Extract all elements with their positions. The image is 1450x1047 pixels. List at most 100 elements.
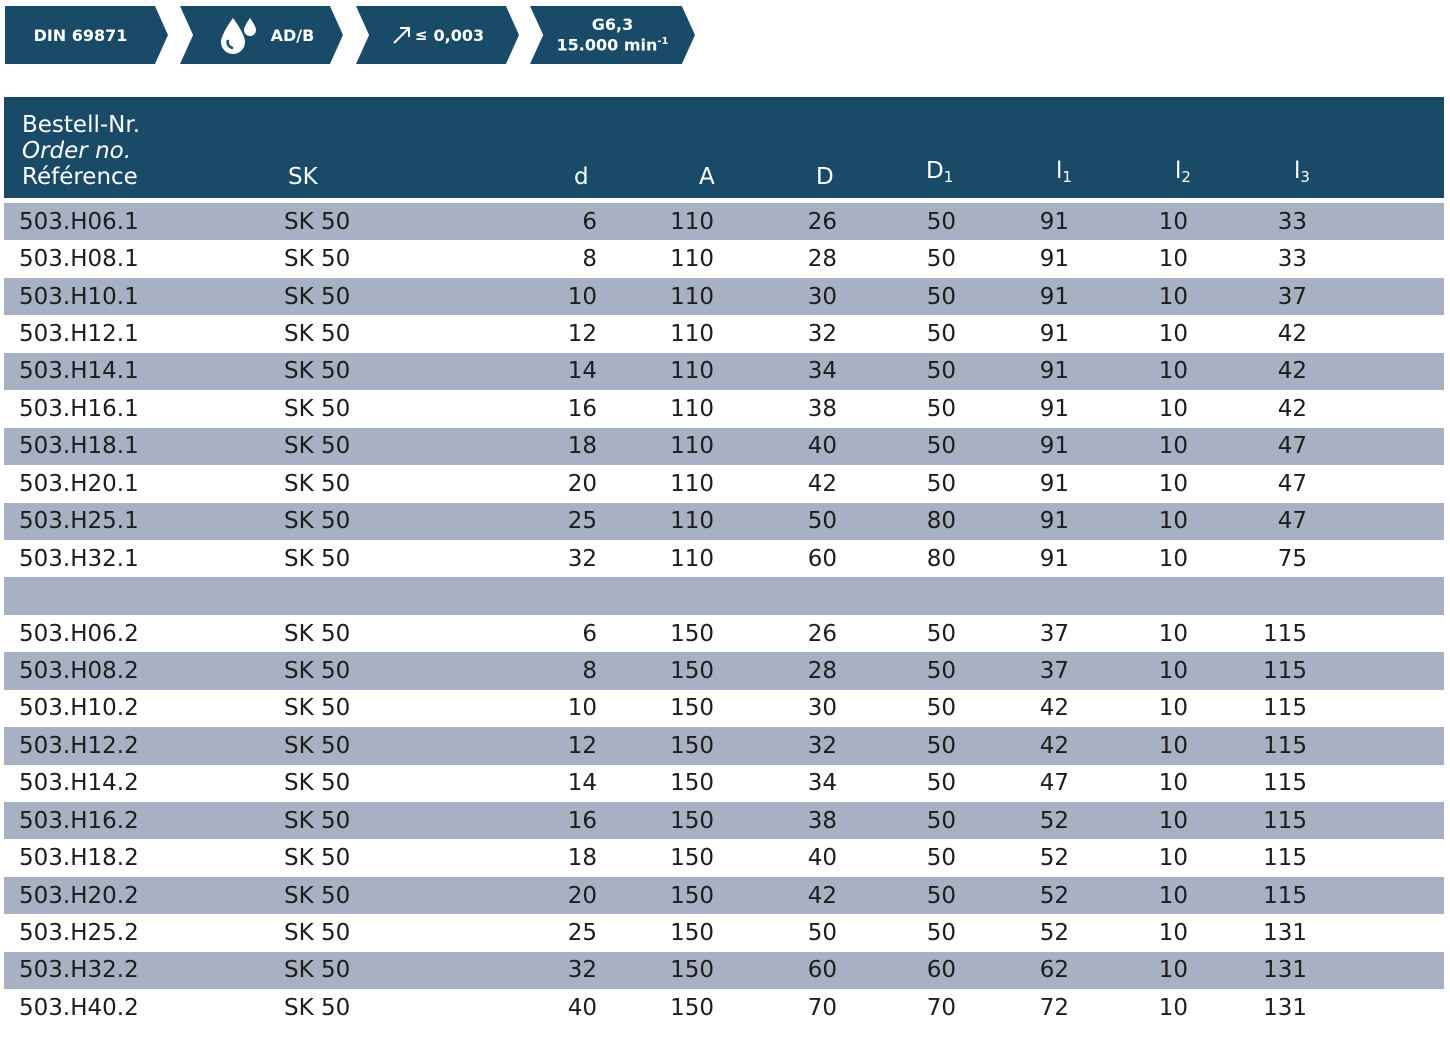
- cell-sk: SK 50: [284, 920, 351, 947]
- cell-l1: 91: [1039, 508, 1069, 535]
- cell-l1: 91: [1039, 395, 1069, 422]
- coolant-drops-icon: [220, 18, 256, 54]
- cell-ref: 503.H12.2: [19, 732, 139, 759]
- cell-d: 40: [567, 994, 597, 1021]
- cell-D1: 50: [926, 920, 956, 947]
- cell-D: 30: [807, 695, 837, 722]
- cell-A: 150: [670, 994, 714, 1021]
- cell-ref: 503.H08.2: [19, 657, 139, 684]
- max-speed-exponent: -1: [657, 36, 669, 48]
- cell-sk: SK 50: [284, 321, 351, 348]
- cell-l1: 52: [1039, 882, 1069, 909]
- cell-D: 28: [807, 657, 837, 684]
- cell-ref: 503.H14.1: [19, 358, 139, 385]
- cell-sk: SK 50: [284, 620, 351, 647]
- table-row: 503.H16.2 SK 50 16 150 38 50 52 10 115: [4, 802, 1444, 840]
- table-row: 503.H14.2 SK 50 14 150 34 50 47 10 115: [4, 765, 1444, 802]
- cell-l1: 52: [1039, 845, 1069, 872]
- cell-l3: 115: [1263, 695, 1307, 722]
- table-row: 503.H18.2 SK 50 18 150 40 50 52 10 115: [4, 839, 1444, 876]
- table-row: 503.H12.2 SK 50 12 150 32 50 42 10 115: [4, 727, 1444, 765]
- cell-ref: 503.H16.2: [19, 807, 139, 834]
- cell-d: 8: [582, 246, 597, 273]
- cell-d: 12: [567, 321, 597, 348]
- cell-D: 30: [807, 283, 837, 310]
- cell-l1: 42: [1039, 732, 1069, 759]
- cell-D1: 50: [926, 695, 956, 722]
- l1-header-base: l: [1056, 158, 1063, 184]
- cell-l2: 10: [1158, 695, 1188, 722]
- cell-l2: 10: [1158, 283, 1188, 310]
- cell-D: 32: [807, 321, 837, 348]
- cell-ref: 503.H06.2: [19, 620, 139, 647]
- cell-sk: SK 50: [284, 508, 351, 535]
- cell-A: 150: [670, 920, 714, 947]
- cell-l1: 91: [1039, 433, 1069, 460]
- cell-l3: 37: [1277, 283, 1307, 310]
- cell-D: 32: [807, 732, 837, 759]
- cell-l2: 10: [1158, 957, 1188, 984]
- l1-header-sub: 1: [1062, 168, 1072, 186]
- order-header-de: Bestell-Nr.: [22, 112, 141, 138]
- cell-d: 25: [567, 920, 597, 947]
- l3-header-sub: 3: [1300, 168, 1310, 186]
- balance-grade: G6,3: [591, 15, 634, 35]
- cell-l3: 42: [1277, 321, 1307, 348]
- cell-ref: 503.H20.2: [19, 882, 139, 909]
- cell-A: 150: [670, 657, 714, 684]
- order-number-header: Bestell-Nr. Order no. Référence: [22, 112, 140, 190]
- cell-ref: 503.H25.1: [19, 508, 139, 535]
- cell-D: 40: [807, 433, 837, 460]
- cell-l2: 10: [1158, 358, 1188, 385]
- cell-d: 32: [567, 957, 597, 984]
- D1-header-sub: 1: [943, 168, 954, 186]
- spec-badges: DIN 69871 AD/B ≤ 0,003 G6,3 15.000 min-1: [0, 0, 1450, 70]
- order-header-fr: Référence: [22, 164, 138, 190]
- cell-l2: 10: [1158, 246, 1188, 273]
- cell-d: 14: [567, 770, 597, 797]
- cell-A: 110: [670, 246, 714, 273]
- cell-D: 60: [807, 957, 837, 984]
- cell-l1: 72: [1039, 994, 1069, 1021]
- cell-D: 38: [807, 807, 837, 834]
- cell-l2: 10: [1158, 208, 1188, 235]
- cell-A: 150: [670, 732, 714, 759]
- cell-d: 18: [567, 433, 597, 460]
- table-row: 503.H06.1 SK 50 6 110 26 50 91 10 33: [4, 203, 1444, 241]
- d-header: d: [574, 164, 589, 190]
- cell-A: 150: [670, 957, 714, 984]
- cell-l2: 10: [1158, 433, 1188, 460]
- table-row: 503.H10.2 SK 50 10 150 30 50 42 10 115: [4, 690, 1444, 727]
- cell-sk: SK 50: [284, 358, 351, 385]
- cell-D1: 50: [926, 433, 956, 460]
- cell-l2: 10: [1158, 994, 1188, 1021]
- cell-l1: 52: [1039, 807, 1069, 834]
- cell-sk: SK 50: [284, 695, 351, 722]
- cell-sk: SK 50: [284, 994, 351, 1021]
- cell-d: 6: [582, 620, 597, 647]
- cell-A: 150: [670, 695, 714, 722]
- cell-l2: 10: [1158, 732, 1188, 759]
- cell-D1: 50: [926, 246, 956, 273]
- l2-header: l2: [1175, 158, 1191, 190]
- runout-arrow-icon: [393, 27, 410, 44]
- cell-l1: 37: [1039, 620, 1069, 647]
- cell-A: 110: [670, 208, 714, 235]
- table-row: 503.H32.1 SK 50 32 110 60 80 91 10 75: [4, 540, 1444, 577]
- cell-A: 150: [670, 770, 714, 797]
- cell-sk: SK 50: [284, 433, 351, 460]
- cell-D: 60: [807, 545, 837, 572]
- cell-l2: 10: [1158, 508, 1188, 535]
- cell-l3: 42: [1277, 395, 1307, 422]
- cell-ref: 503.H06.1: [19, 208, 139, 235]
- cell-sk: SK 50: [284, 545, 351, 572]
- cell-sk: SK 50: [284, 208, 351, 235]
- cell-ref: 503.H20.1: [19, 470, 139, 497]
- cell-l1: 91: [1039, 246, 1069, 273]
- cell-d: 8: [582, 657, 597, 684]
- cell-l2: 10: [1158, 395, 1188, 422]
- cell-A: 150: [670, 620, 714, 647]
- cell-d: 20: [567, 882, 597, 909]
- cell-D: 40: [807, 845, 837, 872]
- order-header-en: Order no.: [22, 138, 132, 164]
